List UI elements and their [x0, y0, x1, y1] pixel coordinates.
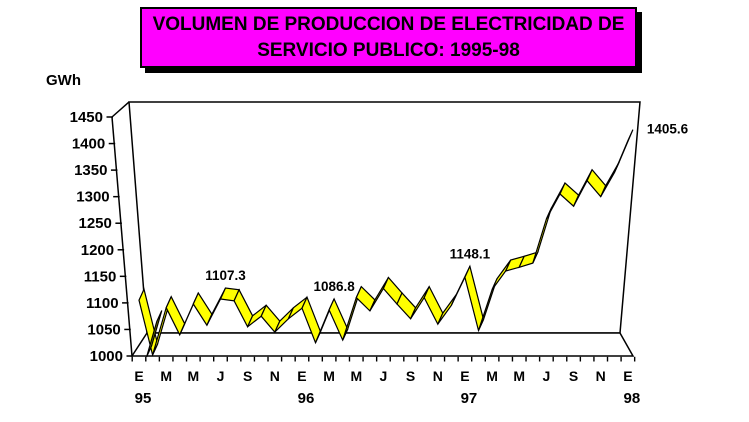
ribbon-segment [613, 129, 634, 174]
month-label: M [486, 368, 498, 384]
data-label: 1405.6 [647, 122, 689, 137]
month-label: M [323, 368, 335, 384]
month-label: E [623, 368, 632, 384]
month-label: M [187, 368, 199, 384]
y-axis-tick-label: 1100 [86, 295, 119, 312]
data-label: 1148.1 [450, 246, 491, 261]
month-label: J [543, 368, 551, 384]
year-label: 98 [624, 390, 641, 407]
month-label: J [217, 368, 225, 384]
y-axis-line [111, 116, 133, 357]
month-label: M [513, 368, 525, 384]
y-axis-tick-label: 1200 [81, 242, 114, 259]
month-label: S [569, 368, 578, 384]
month-label: M [350, 368, 362, 384]
chart-title: VOLUMEN DE PRODUCCION DE ELECTRICIDAD DE… [140, 7, 637, 68]
ribbon-series [138, 129, 634, 358]
y-axis-tick-label: 1150 [84, 268, 117, 285]
data-labels: 1107.3 1086.8 1148.1 1405.6 [205, 122, 688, 294]
wall-top-left-edge [111, 101, 130, 118]
data-label: 1107.3 [205, 268, 246, 283]
y-axis: 1000 1050 1100 1150 1200 1250 1300 1350 1400 1450 [70, 109, 133, 365]
chart-title-line-1: VOLUMEN DE PRODUCCION DE ELECTRICIDAD DE [152, 13, 625, 35]
data-label: 1086.8 [313, 279, 355, 294]
y-axis-tick-label: 1050 [87, 321, 120, 338]
plot-3d-box [111, 101, 641, 357]
y-axis-tick-label: 1400 [72, 136, 105, 153]
year-label: 95 [135, 390, 152, 407]
month-label: E [297, 368, 306, 384]
y-axis-tick-label: 1000 [90, 348, 123, 365]
month-label: E [460, 368, 469, 384]
month-label: N [596, 368, 606, 384]
year-label: 96 [298, 390, 315, 407]
month-label: N [433, 368, 443, 384]
year-label: 97 [461, 390, 478, 407]
month-label: S [243, 368, 252, 384]
floor [130, 332, 635, 357]
month-label: N [270, 368, 280, 384]
y-axis-tick-label: 1250 [79, 215, 112, 232]
chart-title-line-2: SERVICIO PUBLICO: 1995-98 [257, 39, 520, 61]
month-label: S [406, 368, 415, 384]
month-label: M [160, 368, 172, 384]
y-axis-tick-label: 1350 [74, 162, 107, 179]
x-axis: E M M J S N E M M J S N E M M J S N E95 96 97 98 [131, 356, 641, 407]
ribbon-side-face [146, 310, 163, 358]
y-axis-unit-label: GWh [46, 72, 81, 89]
y-axis-tick-label: 1450 [70, 109, 103, 126]
y-axis-tick-label: 1300 [76, 189, 109, 206]
month-label: E [134, 368, 143, 384]
back-wall [128, 101, 641, 334]
month-label: J [380, 368, 388, 384]
